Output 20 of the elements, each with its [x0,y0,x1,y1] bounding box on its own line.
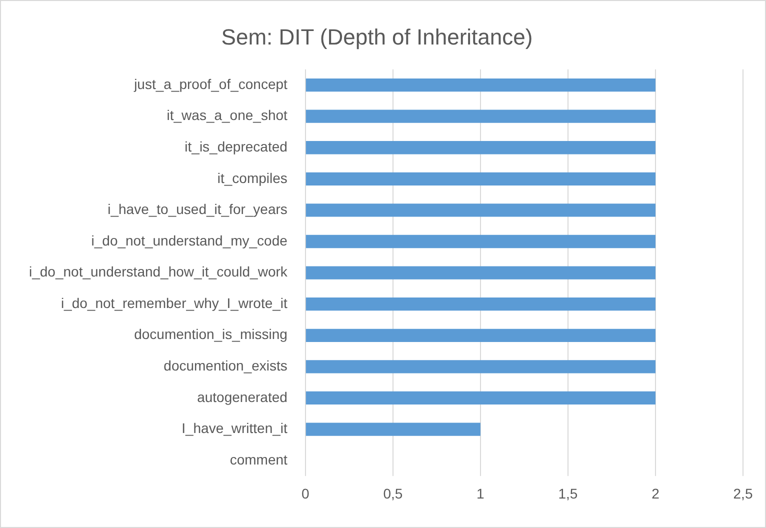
x-tick-label: 0 [302,485,310,502]
y-tick-label: documention_is_missing [134,326,288,342]
x-tick-label: 0,5 [383,485,403,502]
y-tick-label: autogenerated [197,388,288,405]
y-tick-label: I_have_written_it [182,420,288,436]
y-tick-label: i_do_not_understand_my_code [91,232,288,248]
y-tick-label: comment [230,451,288,468]
y-tick-label: it_was_a_one_shot [166,107,288,124]
chart-title: Sem: DIT (Depth of Inheritance) [221,24,533,50]
y-tick-label: i_do_not_understand_how_it_could_work [28,264,288,280]
y-tick-label: i_have_to_used_it_for_years [108,201,288,218]
y-tick-label: it_is_deprecated [184,138,288,154]
y-tick-label: it_compiles [217,170,288,186]
y-tick-label: documention_exists [164,358,288,374]
y-tick-label: just_a_proof_of_concept [133,76,288,92]
y-tick-label: i_do_not_remember_why_I_wrote_it [60,294,288,311]
x-tick-label: 2 [652,485,660,502]
x-tick-label: 1,5 [558,485,578,502]
x-tick-label: 1 [476,485,485,502]
x-tick-label: 2,5 [733,485,753,502]
